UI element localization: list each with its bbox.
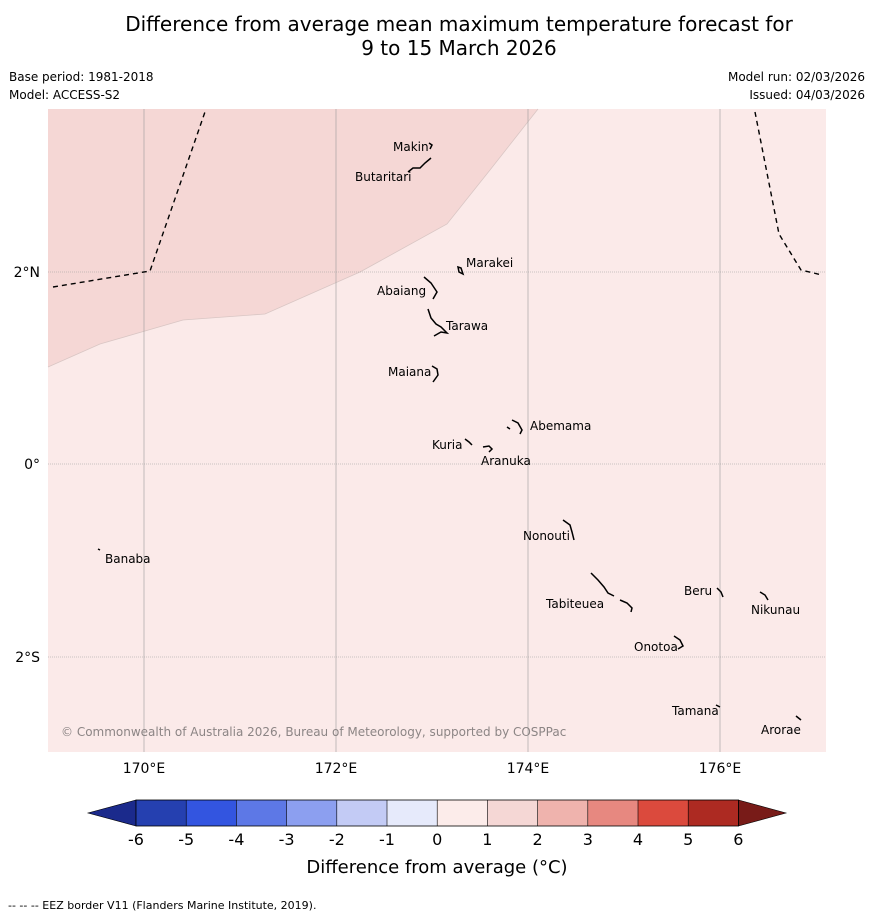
label-kuria: Kuria — [432, 438, 463, 452]
lat-tick-labels: 2°N 0° 2°S — [14, 265, 41, 666]
label-nikunau: Nikunau — [751, 603, 800, 617]
label-butaritari: Butaritari — [355, 170, 412, 184]
cbar-tick-m2: -2 — [329, 830, 345, 849]
colorbar-bin-5-6 — [688, 800, 739, 826]
island-nikunau — [759, 591, 769, 601]
issued-date: Issued: 04/03/2026 — [749, 88, 865, 102]
label-abaiang: Abaiang — [377, 284, 426, 298]
island-abaiang — [423, 276, 438, 300]
cbar-tick-m1: -1 — [379, 830, 395, 849]
island-kuria — [464, 438, 473, 446]
label-banaba: Banaba — [105, 552, 151, 566]
colorbar-extend-high — [738, 799, 788, 827]
colorbar-dividers — [185, 800, 689, 826]
title-line-2: 9 to 15 March 2026 — [361, 36, 557, 60]
meta-right: Model run: 02/03/2026 Issued: 04/03/2026 — [728, 68, 865, 104]
label-makin: Makin — [393, 140, 429, 154]
band-boundary — [47, 108, 539, 368]
island-tamana — [715, 704, 721, 708]
cbar-tick-1: 1 — [482, 830, 492, 849]
cbar-tick-m3: -3 — [279, 830, 295, 849]
lon-tick-172: 172°E — [315, 761, 358, 777]
colorbar-tick-labels: -6 -5 -4 -3 -2 -1 0 1 2 3 4 5 6 — [128, 830, 743, 849]
island-maiana — [431, 365, 439, 383]
label-arorae: Arorae — [761, 723, 801, 737]
model-run: Model run: 02/03/2026 — [727, 70, 865, 84]
label-nonouti: Nonouti — [523, 529, 570, 543]
base-period: Base period: 1981-2018 — [9, 70, 154, 84]
eez-border-east — [754, 111, 823, 276]
lat-tick-2n: 2°N — [14, 265, 40, 281]
title-line-1: Difference from average mean maximum tem… — [125, 12, 793, 36]
meta-left: Base period: 1981-2018 Model: ACCESS-S2 — [9, 68, 154, 104]
lat-tick-0: 0° — [24, 457, 40, 473]
colorbar: -6 -5 -4 -3 -2 -1 0 1 2 3 4 5 6 Differen… — [86, 799, 788, 878]
island-marakei — [457, 265, 465, 276]
island-onotoa — [673, 635, 684, 650]
island-outlines — [97, 142, 802, 721]
lon-tick-labels: 170°E 172°E 174°E 176°E — [123, 761, 742, 777]
cbar-tick-m4: -4 — [228, 830, 244, 849]
lon-tick-176: 176°E — [699, 761, 742, 777]
lat-tick-2s: 2°S — [15, 650, 40, 666]
colorbar-bin-0-1 — [437, 800, 488, 826]
label-tabiteuea: Tabiteuea — [545, 597, 604, 611]
island-makin — [428, 142, 433, 150]
label-abemama: Abemama — [530, 419, 591, 433]
label-aranuka: Aranuka — [481, 454, 531, 468]
island-banaba — [97, 548, 101, 551]
colorbar-bin-m4-m3 — [236, 800, 287, 826]
island-arorae — [795, 715, 802, 721]
cbar-tick-0: 0 — [432, 830, 442, 849]
cbar-tick-6: 6 — [733, 830, 743, 849]
island-beru — [716, 587, 724, 598]
colorbar-bin-m2-m1 — [336, 800, 387, 826]
place-labels: Makin Butaritari Marakei Abaiang Tarawa … — [105, 140, 801, 737]
anomaly-band-1-2 — [48, 109, 538, 367]
lon-tick-170: 170°E — [123, 761, 166, 777]
island-tabiteuea — [590, 572, 633, 613]
model-name: Model: ACCESS-S2 — [9, 88, 121, 102]
colorbar-bin-m1-0 — [387, 800, 438, 826]
label-tarawa: Tarawa — [445, 319, 488, 333]
cbar-tick-3: 3 — [583, 830, 593, 849]
colorbar-bin-m6-m5 — [136, 800, 187, 826]
lon-tick-174: 174°E — [507, 761, 550, 777]
label-onotoa: Onotoa — [634, 640, 678, 654]
island-abemama — [506, 419, 523, 435]
colorbar-bin-m3-m2 — [286, 800, 337, 826]
cbar-tick-m6: -6 — [128, 830, 144, 849]
colorbar-extend-low — [86, 799, 137, 827]
label-maiana: Maiana — [388, 365, 431, 379]
eez-borders — [52, 108, 823, 288]
colorbar-bin-3-4 — [587, 800, 638, 826]
cbar-tick-4: 4 — [633, 830, 643, 849]
cbar-tick-2: 2 — [533, 830, 543, 849]
label-beru: Beru — [684, 584, 712, 598]
gridlines — [48, 109, 826, 752]
island-nonouti — [562, 519, 575, 541]
colorbar-bin-1-2 — [487, 800, 538, 826]
colorbar-bin-m5-m4 — [186, 800, 237, 826]
cbar-tick-m5: -5 — [178, 830, 194, 849]
colorbar-bin-2-3 — [537, 800, 588, 826]
copyright-notice: © Commonwealth of Australia 2026, Bureau… — [61, 725, 566, 739]
label-tamana: Tamana — [671, 704, 719, 718]
map-title: Difference from average mean maximum tem… — [0, 12, 873, 60]
label-marakei: Marakei — [466, 256, 513, 270]
cbar-tick-5: 5 — [683, 830, 693, 849]
island-butaritari — [407, 157, 432, 173]
island-tarawa — [427, 308, 450, 337]
colorbar-bin-4-5 — [638, 800, 689, 826]
eez-footnote: -- -- -- EEZ border V11 (Flanders Marine… — [8, 899, 317, 912]
island-aranuka — [482, 445, 494, 453]
colorbar-label: Difference from average (°C) — [306, 857, 567, 878]
